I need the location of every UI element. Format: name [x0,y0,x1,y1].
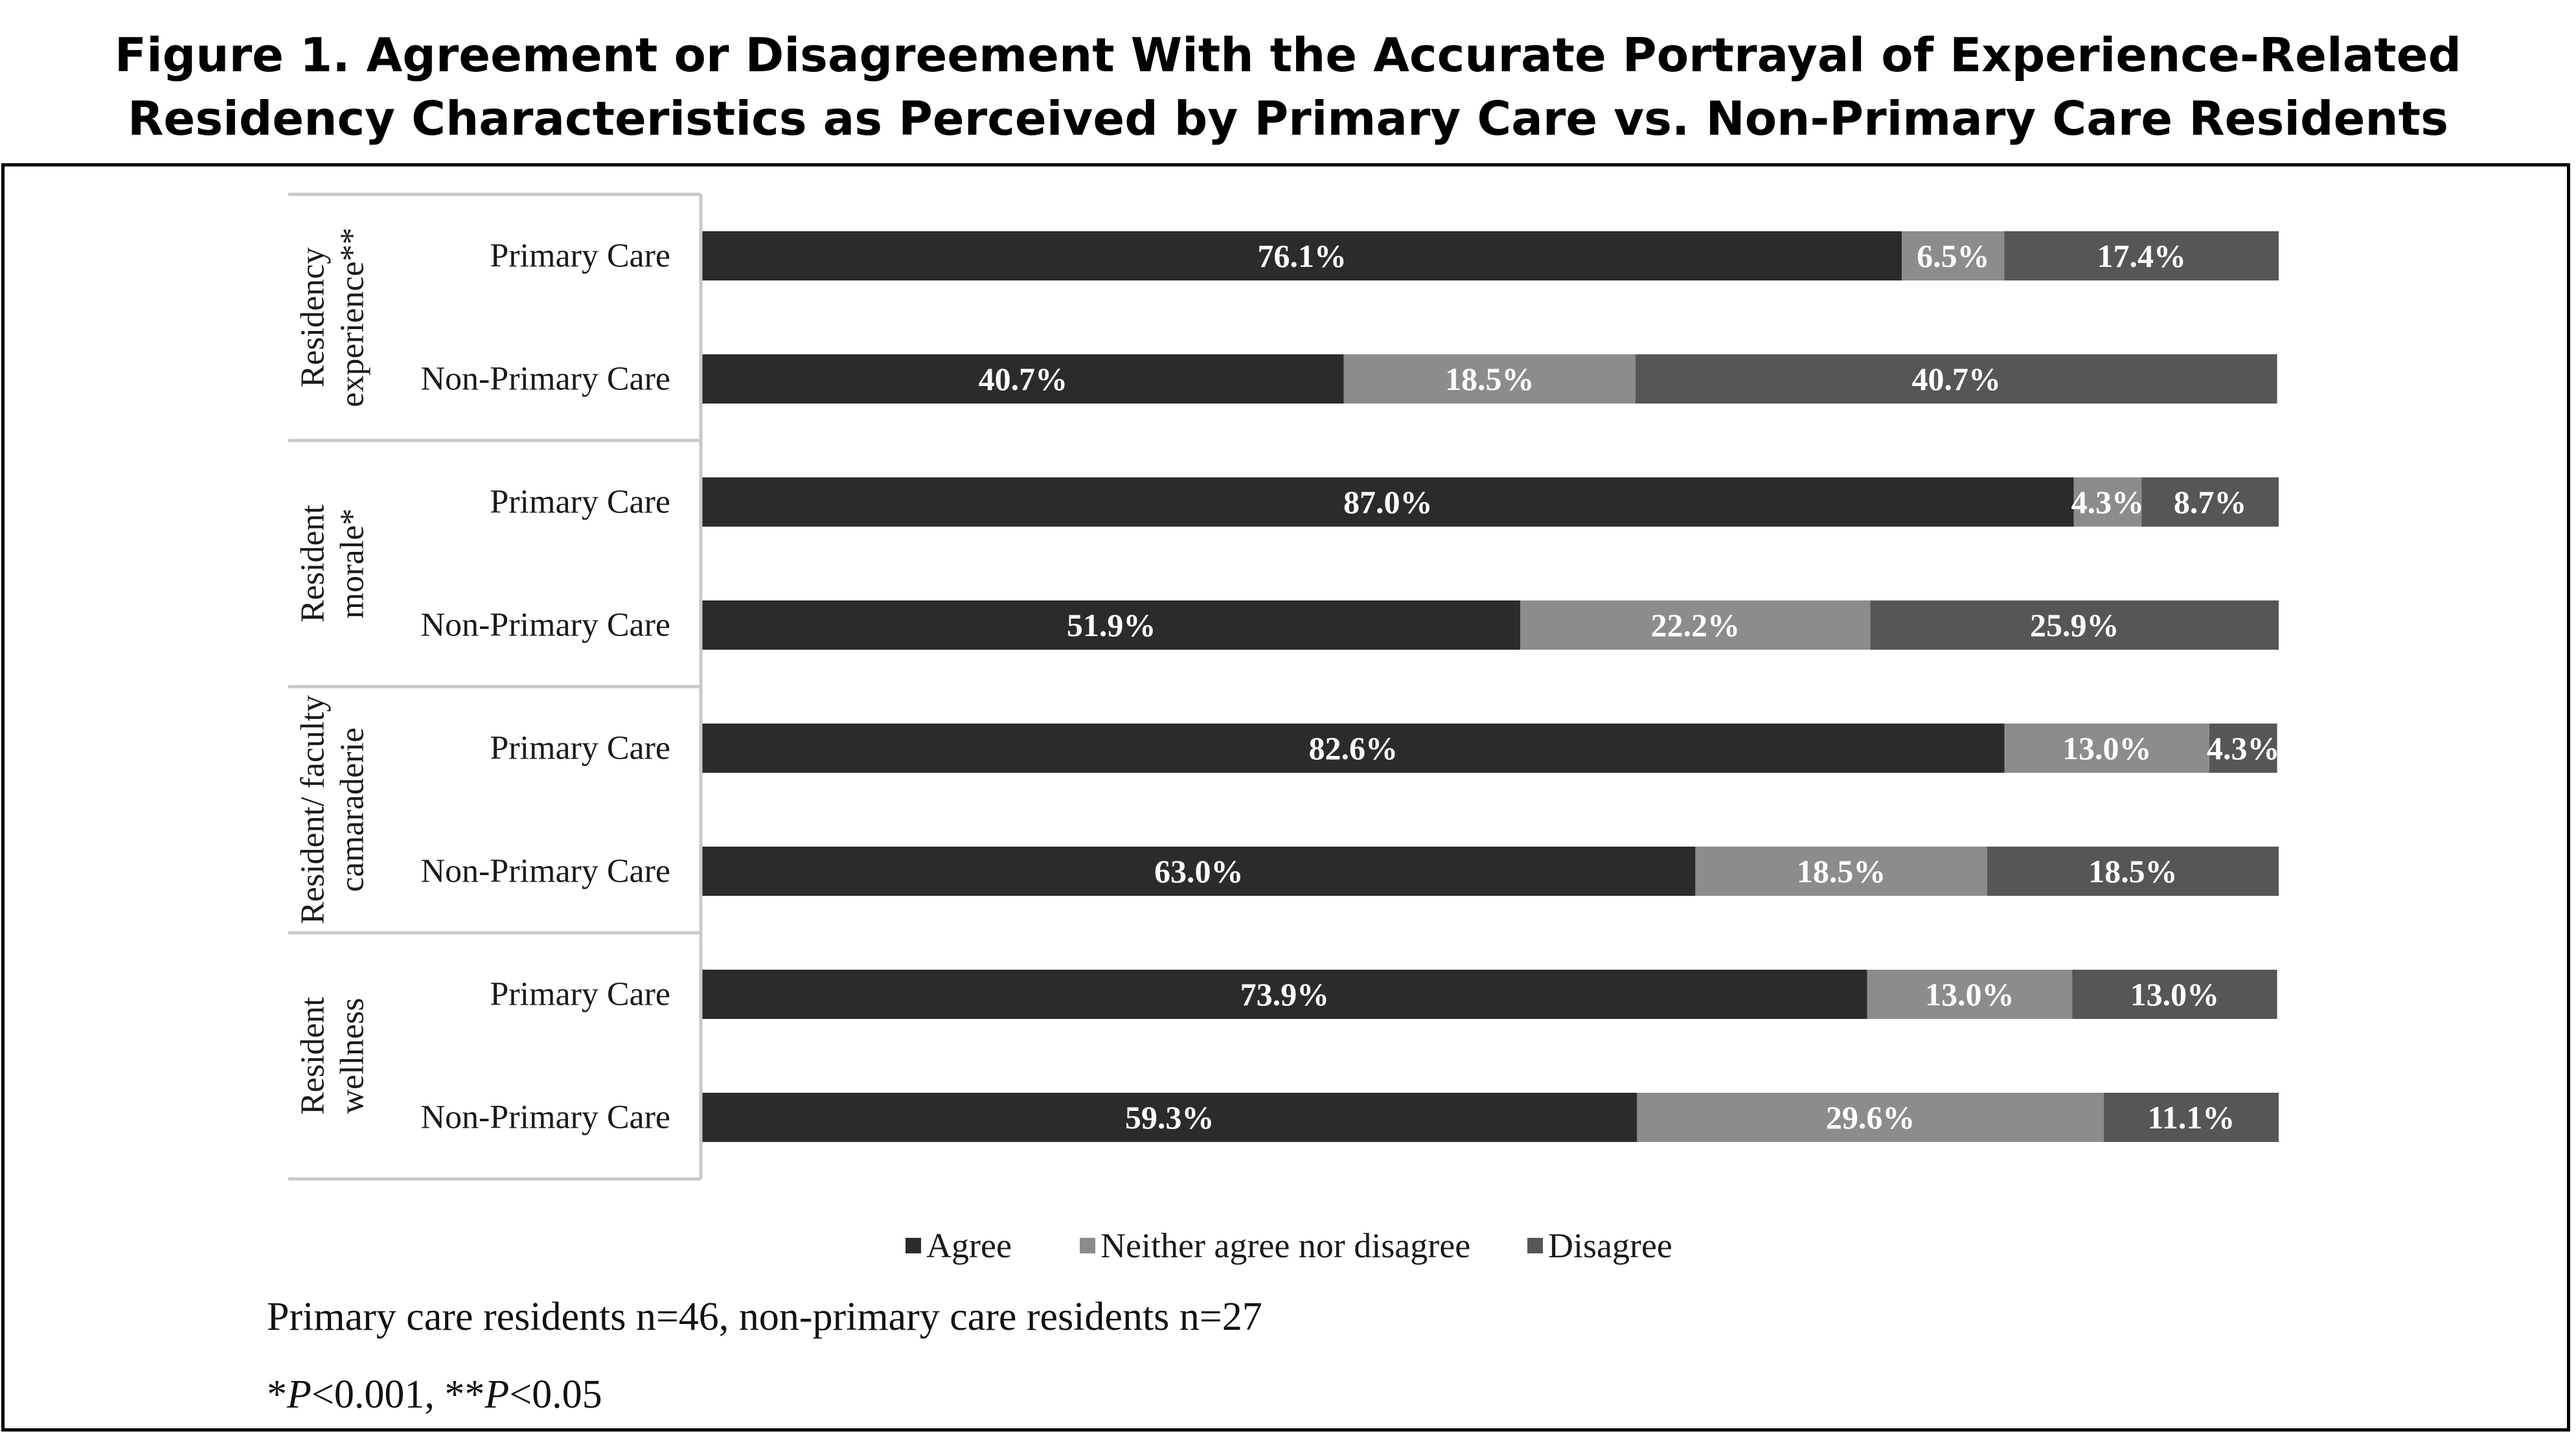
bar-segment-agree [702,231,1902,280]
bar-segment-neither [1343,354,1636,404]
legend-label-agree: Agree [926,1226,1012,1265]
figure-title-line-1: Figure 1. Agreement or Disagreement With… [114,28,2462,82]
sig-note-star: * [267,1373,287,1417]
bar-segment-agree [702,477,2074,527]
bar-segment-neither [1695,847,1987,896]
bar-segment-disagree [2103,1093,2279,1142]
category-label: Primary Care [490,730,670,767]
data-label: 17.4% [2097,238,2186,274]
data-label: 11.1% [2148,1099,2235,1136]
legend-swatch-neither [1080,1238,1095,1253]
data-label: 4.3% [2071,484,2145,520]
data-label: 51.9% [1067,607,1156,643]
data-label: 59.3% [1125,1099,1214,1136]
data-label: 87.0% [1343,484,1433,520]
group-label-line: camaraderie [334,727,371,892]
bar-segment-disagree [2072,970,2277,1019]
bar-segment-neither [2004,724,2209,773]
sig-note-p1: P [287,1373,312,1417]
data-label: 25.9% [2030,607,2119,643]
category-label: Non-Primary Care [420,361,670,398]
group-label-line: Resident/ faculty [295,695,332,924]
category-label: Non-Primary Care [420,607,670,644]
figure-title: Figure 1. Agreement or Disagreement With… [0,23,2576,150]
bar-segment-disagree [2141,477,2279,527]
bar-segment-disagree [1870,600,2279,650]
data-label: 4.3% [2207,730,2280,766]
bar-segment-agree [702,847,1696,896]
category-label: Non-Primary Care [420,1099,670,1136]
data-label: 13.0% [1925,976,2014,1012]
data-label: 18.5% [1445,361,1534,397]
category-label: Primary Care [490,976,670,1013]
bar-segment-agree [702,600,1521,650]
group-label-line: Residency [295,247,332,388]
group-label-line: Resident [295,504,332,622]
bar-segment-disagree [1635,354,2277,404]
legend-swatch-disagree [1527,1238,1543,1253]
bar-segment-disagree [2209,724,2277,773]
sig-note-threshold-1: <0.001, ** [311,1373,485,1417]
data-label: 73.9% [1240,976,1330,1012]
group-label-line: experience** [334,227,371,407]
data-label: 29.6% [1826,1099,1915,1136]
category-label: Primary Care [490,238,670,275]
bar-segment-disagree [2004,231,2279,280]
data-label: 82.6% [1308,730,1398,766]
bar-segment-agree [702,724,2005,773]
legend-label-disagree: Disagree [1548,1226,1672,1265]
significance-note: *P<0.001, **P<0.05 [267,1372,602,1418]
data-label: 13.0% [2130,976,2220,1012]
bar-segment-agree [702,1093,1637,1142]
figure-title-line-2: Residency Characteristics as Perceived b… [128,91,2448,146]
data-label: 40.7% [979,361,1068,397]
sample-size-note: Primary care residents n=46, non-primary… [267,1295,1262,1339]
group-label-line: wellness [334,998,371,1113]
group-label-line: Resident [295,996,332,1115]
category-label: Non-Primary Care [420,853,670,890]
sig-note-threshold-2: <0.05 [509,1373,602,1417]
data-label: 6.5% [1917,238,1990,274]
bar-segment-neither [1902,231,2005,280]
legend-swatch-agree [906,1238,921,1253]
data-label: 8.7% [2174,484,2247,520]
legend-label-neither: Neither agree nor disagree [1100,1226,1470,1265]
data-label: 18.5% [1797,853,1886,889]
bar-segment-neither [1520,600,1871,650]
category-label: Primary Care [490,484,670,521]
bar-segment-agree [702,970,1867,1019]
chart-frame [1,163,2570,1432]
bar-segment-disagree [1987,847,2279,896]
data-label: 22.2% [1651,607,1740,643]
group-label-line: morale* [334,508,371,619]
data-label: 13.0% [2062,730,2152,766]
data-label: 76.1% [1257,238,1347,274]
bar-segment-neither [1867,970,2073,1019]
sig-note-p2: P [484,1373,510,1417]
bar-segment-neither [2073,477,2142,527]
data-label: 40.7% [1911,361,2001,397]
data-label: 18.5% [2088,853,2178,889]
bar-segment-neither [1637,1093,2104,1142]
data-label: 63.0% [1154,853,1244,889]
bar-segment-agree [702,354,1344,404]
